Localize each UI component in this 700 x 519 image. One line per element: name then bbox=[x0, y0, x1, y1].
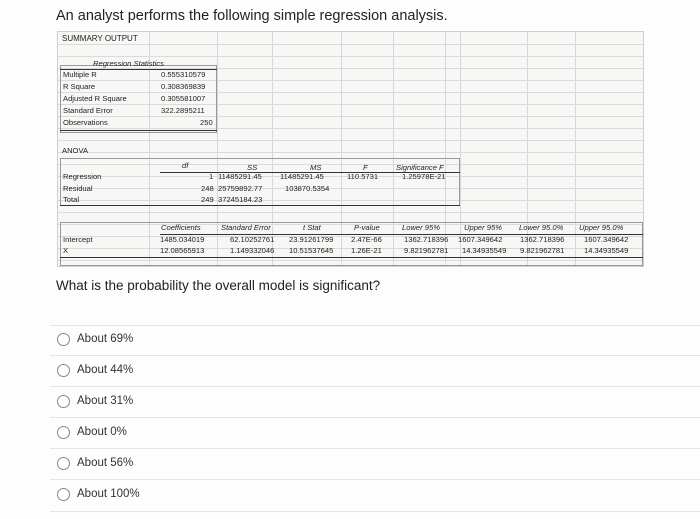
anova-ss: 25759892.77 bbox=[218, 184, 263, 193]
coef-value: 23.91261799 bbox=[289, 235, 334, 244]
coef-value: 12.08565913 bbox=[160, 246, 205, 255]
answer-option-69[interactable]: About 69% bbox=[57, 330, 133, 348]
coef-value: 9.821962781 bbox=[404, 246, 449, 255]
summary-title: SUMMARY OUTPUT bbox=[62, 34, 141, 44]
stat-value: 250 bbox=[200, 118, 213, 127]
coef-label: X bbox=[63, 246, 69, 255]
coef-value: 2.47E-66 bbox=[351, 235, 382, 244]
anova-df: 248 bbox=[201, 184, 214, 193]
radio-button-icon[interactable] bbox=[57, 394, 70, 408]
coef-header: Upper 95.0% bbox=[579, 223, 624, 232]
coef-header: Standard Error bbox=[221, 223, 271, 232]
anova-label: Residual bbox=[63, 184, 93, 193]
coef-header: P-value bbox=[354, 223, 380, 232]
answer-option-44[interactable]: About 44% bbox=[57, 361, 133, 379]
stat-label: Multiple R bbox=[63, 70, 97, 79]
coef-header: Lower 95.0% bbox=[519, 223, 564, 232]
anova-header-f: F bbox=[363, 163, 368, 172]
anova-sig: 1.25978E-21 bbox=[402, 172, 446, 181]
anova-ss: 37245184.23 bbox=[218, 195, 263, 204]
anova-ms: 11485291.45 bbox=[280, 172, 324, 181]
coef-header: Upper 95% bbox=[464, 223, 502, 232]
coef-header: Lower 95% bbox=[402, 223, 440, 232]
anova-label: Regression bbox=[63, 172, 102, 181]
answer-option-31[interactable]: About 31% bbox=[57, 392, 133, 410]
regression-stats-header: Regression Statistics bbox=[93, 59, 164, 68]
anova-ss: 11485291.45 bbox=[218, 172, 262, 181]
coef-header: t Stat bbox=[303, 223, 321, 232]
option-label: About 44% bbox=[77, 364, 134, 376]
coef-value: 14.34935549 bbox=[584, 246, 629, 255]
anova-header-df: df bbox=[182, 161, 189, 170]
coef-value: 14.34935549 bbox=[462, 246, 507, 255]
stat-value: 0.305581007 bbox=[161, 94, 206, 103]
stat-label: Observations bbox=[63, 118, 108, 127]
coef-value: 62.10252761 bbox=[230, 235, 275, 244]
coef-label: Intercept bbox=[63, 235, 93, 244]
coef-value: 1607.349642 bbox=[584, 235, 629, 244]
answer-option-100[interactable]: About 100% bbox=[57, 485, 140, 503]
anova-df: 1 bbox=[209, 172, 214, 181]
coef-value: 1.149332046 bbox=[230, 246, 275, 255]
question-intro: An analyst performs the following simple… bbox=[56, 8, 448, 24]
anova-header-ss: SS bbox=[247, 163, 258, 172]
coef-header: Coefficients bbox=[161, 223, 201, 232]
anova-title: ANOVA bbox=[62, 146, 89, 155]
anova-f: 110.5731 bbox=[347, 172, 379, 181]
anova-header-ms: MS bbox=[310, 163, 322, 172]
coef-value: 9.821962781 bbox=[520, 246, 565, 255]
option-label: About 56% bbox=[77, 457, 134, 469]
stat-value: 0.555310579 bbox=[161, 70, 206, 79]
stat-value: 0.308369839 bbox=[161, 82, 206, 91]
coef-value: 1362.718396 bbox=[404, 235, 449, 244]
radio-button-icon[interactable] bbox=[57, 487, 70, 501]
answer-option-0[interactable]: About 0% bbox=[57, 423, 127, 441]
coef-value: 1362.718396 bbox=[520, 235, 565, 244]
anova-ms: 103870.5354 bbox=[285, 184, 330, 193]
coef-value: 1.26E-21 bbox=[351, 246, 382, 255]
radio-button-icon[interactable] bbox=[57, 363, 70, 377]
option-label: About 31% bbox=[77, 395, 134, 407]
coef-value: 1607.349642 bbox=[458, 235, 503, 244]
answer-option-56[interactable]: About 56% bbox=[57, 454, 133, 472]
coef-value: 10.51537645 bbox=[289, 246, 334, 255]
anova-label: Total bbox=[63, 195, 80, 204]
stat-label: R Square bbox=[63, 82, 96, 91]
question-prompt: What is the probability the overall mode… bbox=[56, 278, 381, 293]
anova-df: 249 bbox=[201, 195, 214, 204]
coef-value: 1485.034019 bbox=[160, 235, 205, 244]
radio-button-icon[interactable] bbox=[57, 425, 70, 439]
stat-label: Standard Error bbox=[63, 106, 113, 115]
radio-button-icon[interactable] bbox=[57, 456, 70, 470]
stat-value: 322.2895211 bbox=[161, 106, 205, 115]
stat-label: Adjusted R Square bbox=[63, 94, 127, 103]
option-label: About 100% bbox=[77, 488, 140, 500]
option-label: About 69% bbox=[77, 333, 134, 345]
option-label: About 0% bbox=[77, 426, 127, 438]
anova-header-sig: Significance F bbox=[396, 163, 444, 172]
radio-button-icon[interactable] bbox=[57, 332, 70, 346]
regression-output-image: SUMMARY OUTPUT Regression Statistics Mul… bbox=[57, 31, 644, 267]
